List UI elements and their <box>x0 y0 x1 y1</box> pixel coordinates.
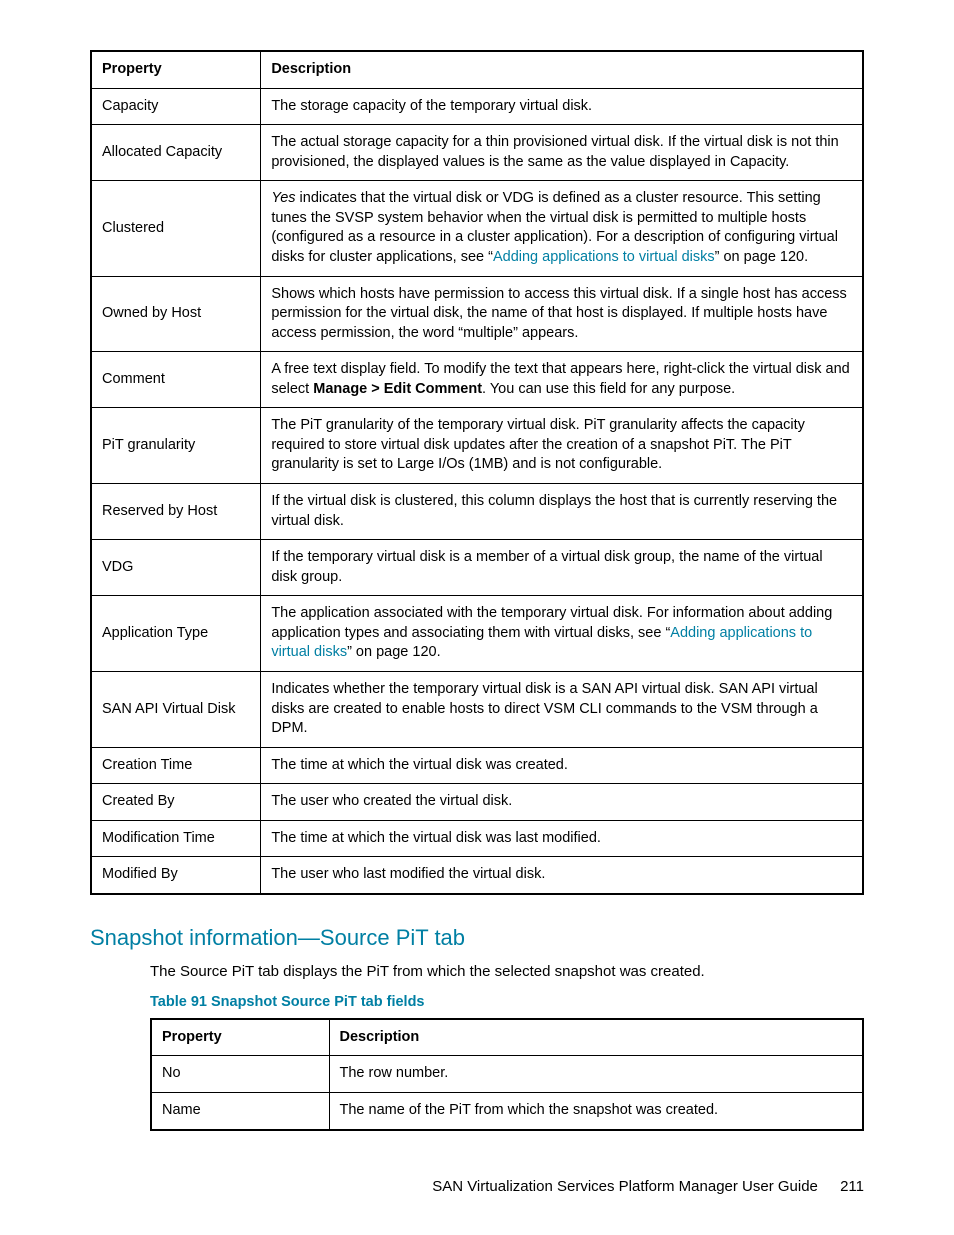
text: The user who created the virtual disk. <box>271 793 512 809</box>
property-cell: Application Type <box>91 596 261 672</box>
text: Shows which hosts have permission to acc… <box>271 286 846 341</box>
italic-text: Yes <box>271 190 295 206</box>
property-cell: Clustered <box>91 181 261 276</box>
col-header-property: Property <box>91 51 261 88</box>
property-cell: Reserved by Host <box>91 484 261 540</box>
table-row: Allocated Capacity The actual storage cap… <box>91 125 863 181</box>
property-cell: Owned by Host <box>91 276 261 352</box>
property-cell: Modification Time <box>91 820 261 857</box>
table-row: Application TypeThe application associat… <box>91 596 863 672</box>
text: Indicates whether the temporary virtual … <box>271 681 817 736</box>
description-cell: The row number. <box>329 1056 863 1093</box>
description-cell: The time at which the virtual disk was c… <box>261 747 863 784</box>
description-cell: The actual storage capacity for a thin p… <box>261 125 863 181</box>
table-row: Creation Time The time at which the virtu… <box>91 747 863 784</box>
property-cell: Comment <box>91 352 261 408</box>
property-cell: Capacity <box>91 88 261 125</box>
property-cell: Name <box>151 1093 329 1130</box>
table-row: Capacity The storage capacity of the temp… <box>91 88 863 125</box>
table-row: Name The name of the PiT from which the s… <box>151 1093 863 1130</box>
property-cell: Allocated Capacity <box>91 125 261 181</box>
footer-title: SAN Virtualization Services Platform Man… <box>432 1178 818 1195</box>
text: The user who last modified the virtual d… <box>271 866 545 882</box>
table-row: PiT granularityThe PiT granularity of th… <box>91 408 863 484</box>
bold-text: Manage > Edit Comment <box>313 381 482 397</box>
description-cell: Yes indicates that the virtual disk or V… <box>261 181 863 276</box>
table-row: Created By The user who created the virtu… <box>91 784 863 821</box>
property-cell: PiT granularity <box>91 408 261 484</box>
text: If the virtual disk is clustered, this c… <box>271 493 837 529</box>
text: The actual storage capacity for a thin p… <box>271 134 838 170</box>
text: The time at which the virtual disk was l… <box>271 830 601 846</box>
page-number: 211 <box>840 1178 864 1195</box>
text: ” on page 120. <box>347 644 441 660</box>
description-cell: If the temporary virtual disk is a membe… <box>261 540 863 596</box>
property-cell: Modified By <box>91 857 261 894</box>
table-row: No The row number. <box>151 1056 863 1093</box>
section-body-text: The Source PiT tab displays the PiT from… <box>150 963 864 980</box>
description-cell: A free text display field. To modify the… <box>261 352 863 408</box>
description-cell: The storage capacity of the temporary vi… <box>261 88 863 125</box>
description-cell: The user who last modified the virtual d… <box>261 857 863 894</box>
text: The name of the PiT from which the snaps… <box>340 1102 719 1118</box>
property-cell: VDG <box>91 540 261 596</box>
description-cell: If the virtual disk is clustered, this c… <box>261 484 863 540</box>
text: The row number. <box>340 1065 449 1081</box>
property-cell: Created By <box>91 784 261 821</box>
properties-table-1: Property Description Capacity The storage… <box>90 50 864 895</box>
description-cell: The user who created the virtual disk. <box>261 784 863 821</box>
table-row: Modification Time The time at which the v… <box>91 820 863 857</box>
text: . You can use this field for any purpose… <box>482 381 735 397</box>
table-row: VDG If the temporary virtual disk is a me… <box>91 540 863 596</box>
description-cell: Indicates whether the temporary virtual … <box>261 671 863 747</box>
text: The storage capacity of the temporary vi… <box>271 98 592 114</box>
cross-reference-link[interactable]: Adding applications to virtual disks <box>493 249 715 265</box>
col-header-description: Description <box>329 1019 863 1056</box>
text: The time at which the virtual disk was c… <box>271 757 568 773</box>
description-cell: The name of the PiT from which the snaps… <box>329 1093 863 1130</box>
page-footer: SAN Virtualization Services Platform Man… <box>432 1178 864 1195</box>
col-header-property: Property <box>151 1019 329 1056</box>
col-header-description: Description <box>261 51 863 88</box>
section-heading: Snapshot information—Source PiT tab <box>90 925 864 951</box>
properties-table-2: Property Description No The row number. Na… <box>150 1018 864 1131</box>
property-cell: SAN API Virtual Disk <box>91 671 261 747</box>
text: ” on page 120. <box>715 249 809 265</box>
description-cell: The time at which the virtual disk was l… <box>261 820 863 857</box>
table-row: SAN API Virtual DiskIndicates whether th… <box>91 671 863 747</box>
text: If the temporary virtual disk is a membe… <box>271 549 822 585</box>
table-caption: Table 91 Snapshot Source PiT tab fields <box>150 994 864 1010</box>
description-cell: The PiT granularity of the temporary vir… <box>261 408 863 484</box>
table-header-row: Property Description <box>151 1019 863 1056</box>
table-row: ClusteredYes indicates that the virtual … <box>91 181 863 276</box>
description-cell: The application associated with the temp… <box>261 596 863 672</box>
table-header-row: Property Description <box>91 51 863 88</box>
property-cell: Creation Time <box>91 747 261 784</box>
table-row: Reserved by Host If the virtual disk is c… <box>91 484 863 540</box>
table-row: CommentA free text display field. To mod… <box>91 352 863 408</box>
page: Property Description Capacity The storage… <box>0 0 954 1235</box>
table2-wrapper: Property Description No The row number. Na… <box>150 1018 864 1131</box>
table-row: Modified By The user who last modified th… <box>91 857 863 894</box>
description-cell: Shows which hosts have permission to acc… <box>261 276 863 352</box>
property-cell: No <box>151 1056 329 1093</box>
table-row: Owned by HostShows which hosts have perm… <box>91 276 863 352</box>
text: The PiT granularity of the temporary vir… <box>271 417 805 472</box>
